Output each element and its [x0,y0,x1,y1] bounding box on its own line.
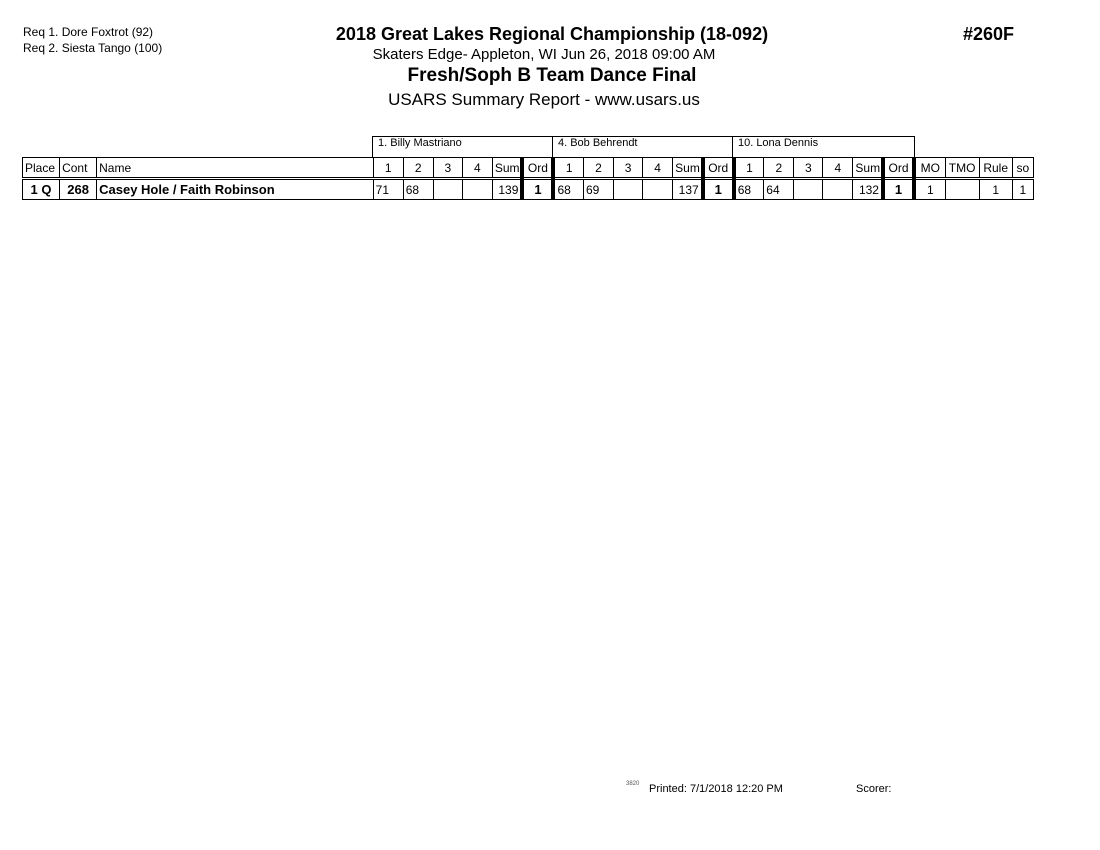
header-ord: Ord [880,157,915,179]
location-date: Skaters Edge- Appleton, WI Jun 26, 2018 … [372,46,716,63]
results-table: Place Cont Name 1 2 3 4 Sum Ord 1 2 3 4 Sum Ord 1 2 3 4 Sum… [21,157,1035,200]
header-so: so [1011,157,1035,179]
report-title: USARS Summary Report - www.usars.us [388,90,700,109]
header-judge3-score1: 1 [731,157,765,179]
rule: 1 [978,177,1013,200]
judge2-score4 [642,177,674,200]
place: 1 Q [21,177,61,200]
judge3-score4 [822,177,854,200]
header-judge1-score2: 2 [402,157,434,179]
header-sum: Sum [852,157,884,179]
header-sum: Sum [491,157,523,179]
judge1-ordinal: 1 [520,177,554,200]
judge2-ordinal: 1 [700,177,735,200]
header-judge2-score4: 4 [642,157,674,179]
header-mo: MO [912,157,946,179]
header-judge2-score2: 2 [582,157,615,179]
judge3-ordinal: 1 [880,177,915,200]
header-sum: Sum [672,157,704,179]
judge3-sum: 132 [852,177,884,200]
judge1-score3 [432,177,463,200]
judges-header: 1. Billy Mastriano 4. Bob Behrendt 10. L… [372,136,916,158]
header-ord: Ord [700,157,735,179]
table-row: 1 Q 268 Casey Hole / Faith Robinson 71 68 139… [21,177,1035,200]
cont: 268 [59,177,98,200]
judge1-score4 [461,177,493,200]
header-judge3-score3: 3 [793,157,824,179]
so: 1 [1011,177,1035,200]
judge2-score2: 69 [582,177,615,200]
competition-title: 2018 Great Lakes Regional Championship (… [335,24,769,44]
header-judge1-score4: 4 [461,157,493,179]
header-judge2-score1: 1 [551,157,585,179]
judge2-score3 [613,177,644,200]
judge3-score1: 68 [731,177,765,200]
header-judge2-score3: 3 [613,157,644,179]
header-ord: Ord [520,157,554,179]
judge-3-name: 10. Lona Dennis [731,136,916,158]
judge1-sum: 139 [491,177,523,200]
column-header-row: Place Cont Name 1 2 3 4 Sum Ord 1 2 3 4 Sum Ord 1 2 3 4 Sum… [21,157,1035,179]
event-number: #260F [963,24,1015,44]
header-judge1-score1: 1 [372,157,404,179]
header-judge3-score2: 2 [763,157,795,179]
mo: 1 [912,177,946,200]
judge3-score2: 64 [763,177,795,200]
judge1-score2: 68 [402,177,434,200]
judge2-sum: 137 [672,177,704,200]
skater-names: Casey Hole / Faith Robinson [96,177,374,200]
header-place: Place [21,157,61,179]
header-judge1-score3: 3 [432,157,463,179]
printed-date: Printed: 7/1/2018 12:20 PM [649,783,783,795]
judge1-score1: 71 [372,177,404,200]
requirement-1: Req 1. Dore Foxtrot (92) [23,25,154,39]
judge-1-name: 1. Billy Mastriano [372,136,553,158]
header-rule: Rule [978,157,1013,179]
judge2-score1: 68 [551,177,585,200]
header-cont: Cont [59,157,98,179]
header-tmo: TMO [944,157,980,179]
header-name: Name [96,157,374,179]
tmo [944,177,980,200]
event-title: Fresh/Soph B Team Dance Final [407,65,697,86]
header-judge3-score4: 4 [822,157,854,179]
report-code: 3820 [626,781,640,787]
judge3-score3 [793,177,824,200]
requirement-2: Req 2. Siesta Tango (100) [23,41,163,55]
scorer-label: Scorer: [856,783,892,795]
judge-2-name: 4. Bob Behrendt [551,136,733,158]
